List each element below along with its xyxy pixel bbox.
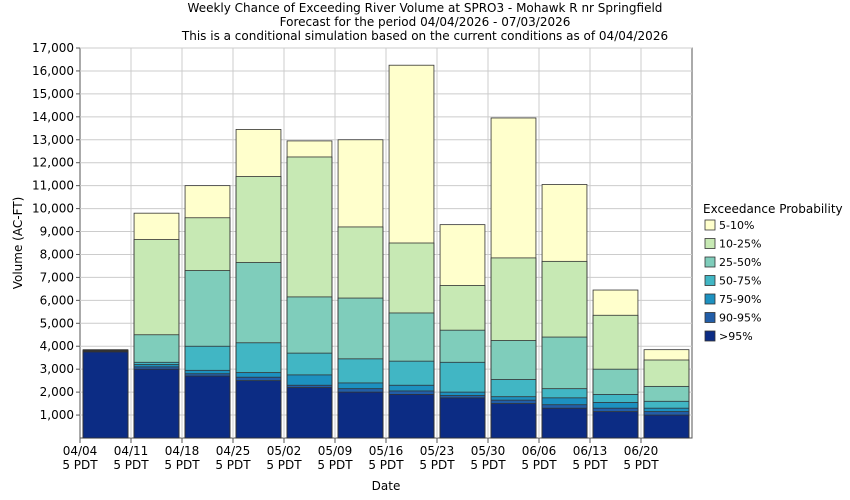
- legend-swatch: [704, 238, 716, 249]
- x-tick-label-date: 04/11: [114, 444, 149, 458]
- y-tick-label: 6,000: [40, 293, 74, 307]
- legend-swatch: [704, 312, 716, 323]
- legend-label: 50-75%: [719, 275, 761, 288]
- y-tick-label: 1,000: [40, 408, 74, 422]
- bar-7-week-5: [286, 387, 333, 439]
- y-tick-label: 5,000: [40, 316, 74, 330]
- x-tick-label-date: 06/20: [624, 444, 659, 458]
- chart-title-line-2: Forecast for the period 04/04/2026 - 07/…: [280, 15, 571, 29]
- legend-label: 25-50%: [719, 256, 761, 269]
- x-tick-label-time: 5 PDT: [62, 458, 98, 472]
- x-tick-label-date: 05/30: [471, 444, 506, 458]
- x-tick-label-time: 5 PDT: [215, 458, 251, 472]
- x-tick-label-time: 5 PDT: [317, 458, 353, 472]
- legend-label: 75-90%: [719, 293, 761, 306]
- bar-7-week-12: [643, 414, 690, 439]
- x-tick-label-time: 5 PDT: [470, 458, 506, 472]
- x-tick-label-time: 5 PDT: [572, 458, 608, 472]
- chart-title-block: Weekly Chance of Exceeding River Volume …: [181, 1, 668, 43]
- x-axis-title: Date: [372, 479, 401, 493]
- legend: Exceedance Probability 5-10% 10-25% 25-50%…: [703, 202, 843, 343]
- legend-swatch: [704, 219, 716, 231]
- x-tick-label-time: 5 PDT: [623, 458, 659, 472]
- legend-label: 90-95%: [719, 312, 761, 325]
- y-tick-label: 8,000: [40, 247, 74, 261]
- x-tick-label-date: 05/02: [267, 444, 302, 458]
- y-tick-label: 11,000: [32, 179, 74, 193]
- bar-7-week-2: [133, 368, 180, 439]
- x-tick-label-time: 5 PDT: [266, 458, 302, 472]
- x-tick-label-date: 05/16: [369, 444, 404, 458]
- bar-7-week-3: [184, 375, 231, 439]
- x-tick-label-date: 05/09: [318, 444, 353, 458]
- x-tick-label-date: 04/04: [63, 444, 98, 458]
- y-tick-label: 10,000: [32, 202, 74, 216]
- y-tick-label: 4,000: [40, 339, 74, 353]
- gridlines: [80, 47, 692, 438]
- x-tick-label-date: 06/13: [573, 444, 608, 458]
- legend-swatch: [704, 275, 716, 286]
- x-tick-label-time: 5 PDT: [113, 458, 149, 472]
- bar-7-week-4: [235, 380, 282, 439]
- y-tick-label: 12,000: [32, 156, 74, 170]
- legend-title: Exceedance Probability: [703, 202, 843, 216]
- bar-7-week-1: [82, 351, 129, 439]
- y-tick-label: 3,000: [40, 362, 74, 376]
- bar-7-week-11: [592, 411, 639, 439]
- y-tick-label: 2,000: [40, 385, 74, 399]
- y-tick-label: 7,000: [40, 270, 74, 284]
- x-tick-label-date: 04/18: [165, 444, 200, 458]
- bar-7-week-9: [490, 403, 537, 439]
- y-tick-label: 15,000: [32, 87, 74, 101]
- x-tick-label-date: 06/06: [522, 444, 557, 458]
- y-tick-label: 17,000: [32, 41, 74, 55]
- y-axis-ticks: 1,000 2,000 3,000 4,000 5,000 6,000 7,000 8,000…: [32, 41, 80, 422]
- chart-title-line-1: Weekly Chance of Exceeding River Volume …: [188, 1, 663, 15]
- legend-swatch: [704, 293, 716, 305]
- x-tick-label-time: 5 PDT: [419, 458, 455, 472]
- x-tick-label-date: 05/23: [420, 444, 455, 458]
- y-tick-label: 14,000: [32, 110, 74, 124]
- bar-stacks: [82, 64, 690, 439]
- legend-label: >95%: [719, 330, 753, 343]
- y-tick-label: 16,000: [32, 64, 74, 78]
- x-tick-label-time: 5 PDT: [368, 458, 404, 472]
- legend-label: 5-10%: [719, 219, 754, 232]
- bar-7-week-10: [541, 407, 588, 439]
- x-tick-label-date: 04/25: [216, 444, 251, 458]
- bar-7-week-7: [388, 394, 435, 439]
- bar-7-week-8: [439, 397, 486, 439]
- legend-swatch: [704, 256, 716, 268]
- y-tick-label: 9,000: [40, 225, 74, 239]
- legend-swatch: [704, 330, 716, 342]
- chart-title-line-3: This is a conditional simulation based o…: [181, 29, 668, 43]
- y-tick-label: 13,000: [32, 133, 74, 147]
- bar-7-week-6: [337, 391, 384, 439]
- x-tick-label-time: 5 PDT: [164, 458, 200, 472]
- legend-label: 10-25%: [719, 238, 761, 251]
- x-tick-label-time: 5 PDT: [521, 458, 557, 472]
- y-axis-title: Volume (AC-FT): [11, 197, 25, 290]
